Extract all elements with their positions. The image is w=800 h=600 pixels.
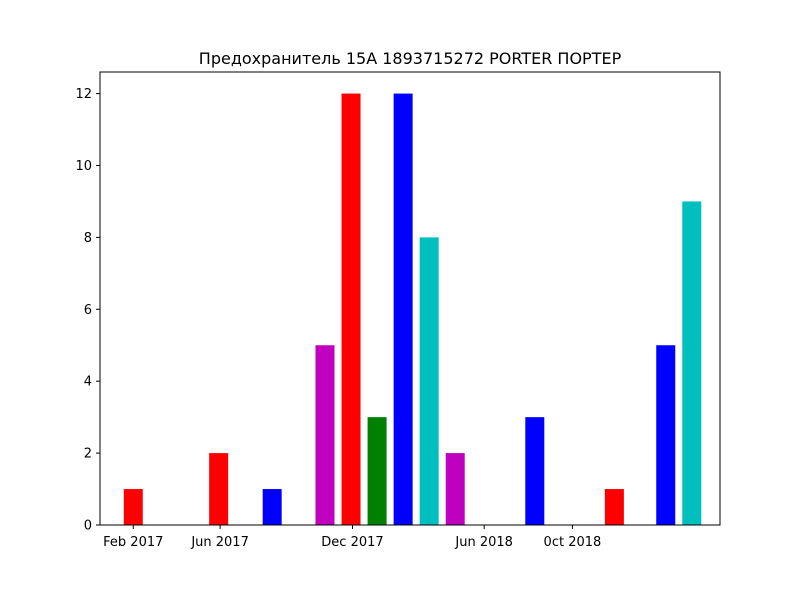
x-tick-label: 0ct 2018	[544, 535, 602, 550]
x-tick-label: Jun 2017	[190, 535, 249, 550]
bar-12	[682, 201, 702, 525]
bar-2	[262, 489, 282, 525]
bar-7	[419, 237, 439, 525]
bar-6	[393, 93, 413, 525]
x-tick-label: Feb 2017	[103, 535, 163, 550]
bar-0	[123, 489, 143, 525]
x-tick-label: Dec 2017	[321, 535, 383, 550]
bars-layer	[123, 93, 702, 525]
y-tick-label: 4	[84, 375, 92, 390]
y-tick-label: 8	[84, 231, 92, 246]
bar-4	[341, 93, 361, 525]
axes-layer: 0 2 4 6 8 10 12 Feb 2017 Jun 2017 Dec 2017 Jun 201…	[75, 71, 721, 550]
bar-3	[315, 345, 335, 525]
plot-frame	[99, 71, 721, 526]
bar-11	[656, 345, 676, 525]
bar-8	[445, 453, 465, 525]
y-tick-label: 6	[84, 303, 92, 318]
bar-5	[367, 417, 387, 525]
y-tick-label: 10	[75, 159, 92, 174]
bar-1	[209, 453, 229, 525]
y-tick-label: 0	[84, 519, 92, 534]
y-tick-label: 2	[84, 447, 92, 462]
x-tick-label: Jun 2018	[454, 535, 513, 550]
bar-10	[604, 489, 624, 525]
chart-title: Предохранитель 15A 1893715272 PORTER ПОР…	[199, 49, 622, 68]
y-tick-label: 12	[75, 87, 92, 102]
bar-9	[525, 417, 545, 525]
